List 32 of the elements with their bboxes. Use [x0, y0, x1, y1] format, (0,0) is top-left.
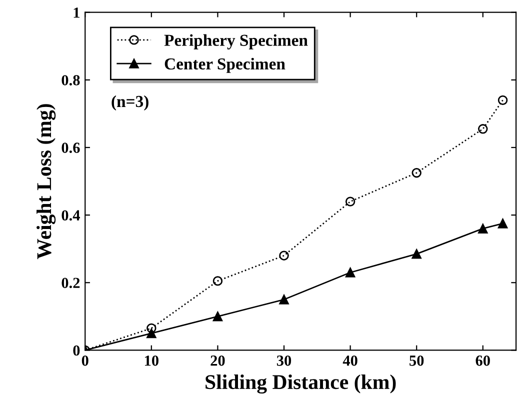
point — [279, 294, 289, 304]
point — [345, 196, 356, 206]
point — [412, 249, 422, 259]
point — [498, 95, 508, 106]
y-tick-label: 0.6 — [62, 142, 80, 154]
point — [412, 168, 422, 178]
y-tick-label: 1 — [74, 8, 80, 18]
x-tick-label: 20 — [210, 356, 225, 366]
x-tick-label: 60 — [476, 356, 490, 366]
point — [212, 276, 223, 286]
x-tick-label: 50 — [410, 356, 424, 366]
point — [478, 124, 488, 134]
point — [279, 250, 289, 260]
legend-label: Center Specimen — [164, 58, 286, 73]
x-tick-label: 40 — [342, 356, 358, 366]
x-tick-label: 0 — [82, 356, 88, 366]
y-tick-label: 0 — [73, 345, 80, 356]
x-axis-title: Sliding Distance (km) — [206, 374, 396, 394]
point — [345, 268, 356, 278]
legend-label: Periphery Specimen — [164, 34, 308, 50]
y-tick-label: 0.8 — [62, 75, 80, 86]
point — [498, 218, 508, 228]
x-tick-label: 10 — [145, 356, 158, 366]
x-tick-label: 30 — [276, 356, 292, 366]
y-tick-label: 0.2 — [62, 278, 80, 288]
point — [146, 328, 156, 338]
point — [146, 323, 156, 334]
point — [212, 312, 223, 322]
annotation: (n=3) — [112, 95, 148, 111]
point — [478, 224, 488, 234]
y-tick-label: 0.4 — [62, 210, 80, 221]
y-axis-title: Weight Loss (mg) — [36, 104, 56, 260]
